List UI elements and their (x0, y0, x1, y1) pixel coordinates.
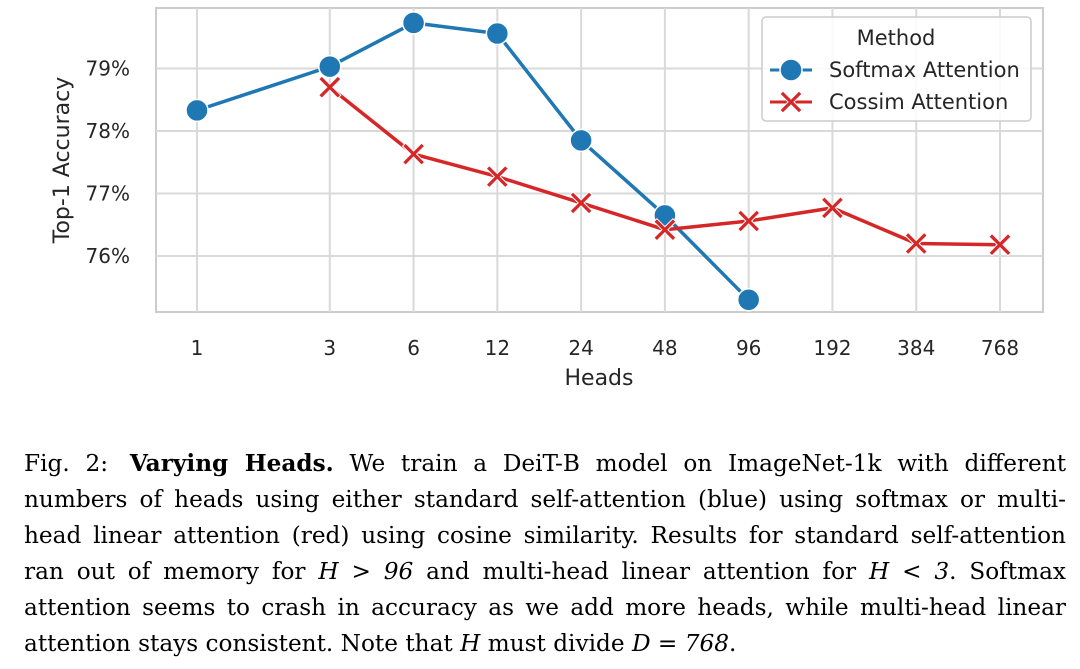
x-tick-label: 48 (652, 336, 677, 360)
legend-box (761, 16, 1032, 122)
chart: 1 3 6 12 24 48 96 192 384 768 76%77%78%79% Heads … (50, 7, 1044, 391)
x-tick-label: 12 (485, 336, 510, 360)
softmax-point (401, 11, 426, 35)
cossim-point (318, 75, 342, 99)
figure-caption: Fig. 2: Varying Heads. We train a DeiT-B… (24, 446, 1066, 662)
caption-text-4: must divide (487, 630, 625, 657)
cossim-point (569, 191, 593, 215)
caption-condition-2: H < 3 (868, 558, 950, 585)
legend-cossim-label: Cossim Attention (829, 90, 1008, 114)
caption-condition-3: D = 768 (631, 630, 729, 657)
x-tick-label: 24 (568, 336, 593, 360)
legend-title: Method (857, 26, 936, 50)
legend-cossim-marker (779, 90, 803, 114)
legend-softmax-marker (779, 58, 803, 82)
softmax-point (736, 288, 761, 312)
cossim-point (736, 209, 761, 233)
cossim-point (485, 164, 510, 189)
series-layer (185, 11, 1012, 312)
softmax-point (485, 21, 510, 46)
caption-text-3: . Softmax attention seems to crash in ac… (24, 558, 1066, 657)
y-tick-label: 78% (86, 119, 130, 143)
caption-label: Fig. 2: (24, 450, 109, 477)
caption-condition-1: H > 96 (318, 558, 414, 585)
x-tick-label: 6 (407, 336, 420, 360)
legend-softmax-label: Softmax Attention (829, 58, 1020, 82)
caption-end: . (728, 630, 737, 657)
softmax-point (569, 128, 593, 153)
x-tick-labels: 1 3 6 12 24 48 96 192 384 768 (191, 336, 1019, 360)
x-tick-label: 96 (736, 336, 761, 360)
caption-variable: H (460, 630, 481, 657)
y-tick-label: 79% (86, 57, 130, 81)
y-tick-label: 76% (86, 244, 130, 268)
softmax-point (318, 54, 342, 79)
y-tick-label: 77% (86, 182, 130, 206)
x-axis-label: Heads (565, 366, 634, 391)
cossim-point (653, 217, 677, 242)
legend: Method Softmax Attention Cossim Attentio… (761, 16, 1032, 122)
caption-text-2: and multi-head linear attention for (426, 558, 857, 585)
y-axis-label: Top-1 Accuracy (50, 77, 75, 245)
caption-text-1: We train a DeiT-B model on ImageNet-1k w… (24, 450, 1067, 585)
softmax-point (185, 98, 209, 123)
x-tick-label: 1 (191, 336, 204, 360)
caption-title: Varying Heads. (129, 450, 334, 477)
x-tick-label: 3 (323, 336, 336, 360)
y-tick-labels: 76% 77% 78% 79% (86, 57, 130, 269)
x-tick-label: 768 (981, 336, 1019, 360)
cossim-point (988, 232, 1012, 257)
x-tick-label: 192 (813, 336, 851, 360)
cossim-point (401, 142, 426, 166)
cossim-point (820, 196, 845, 220)
x-tick-label: 384 (897, 336, 935, 360)
cossim-point (904, 231, 928, 256)
